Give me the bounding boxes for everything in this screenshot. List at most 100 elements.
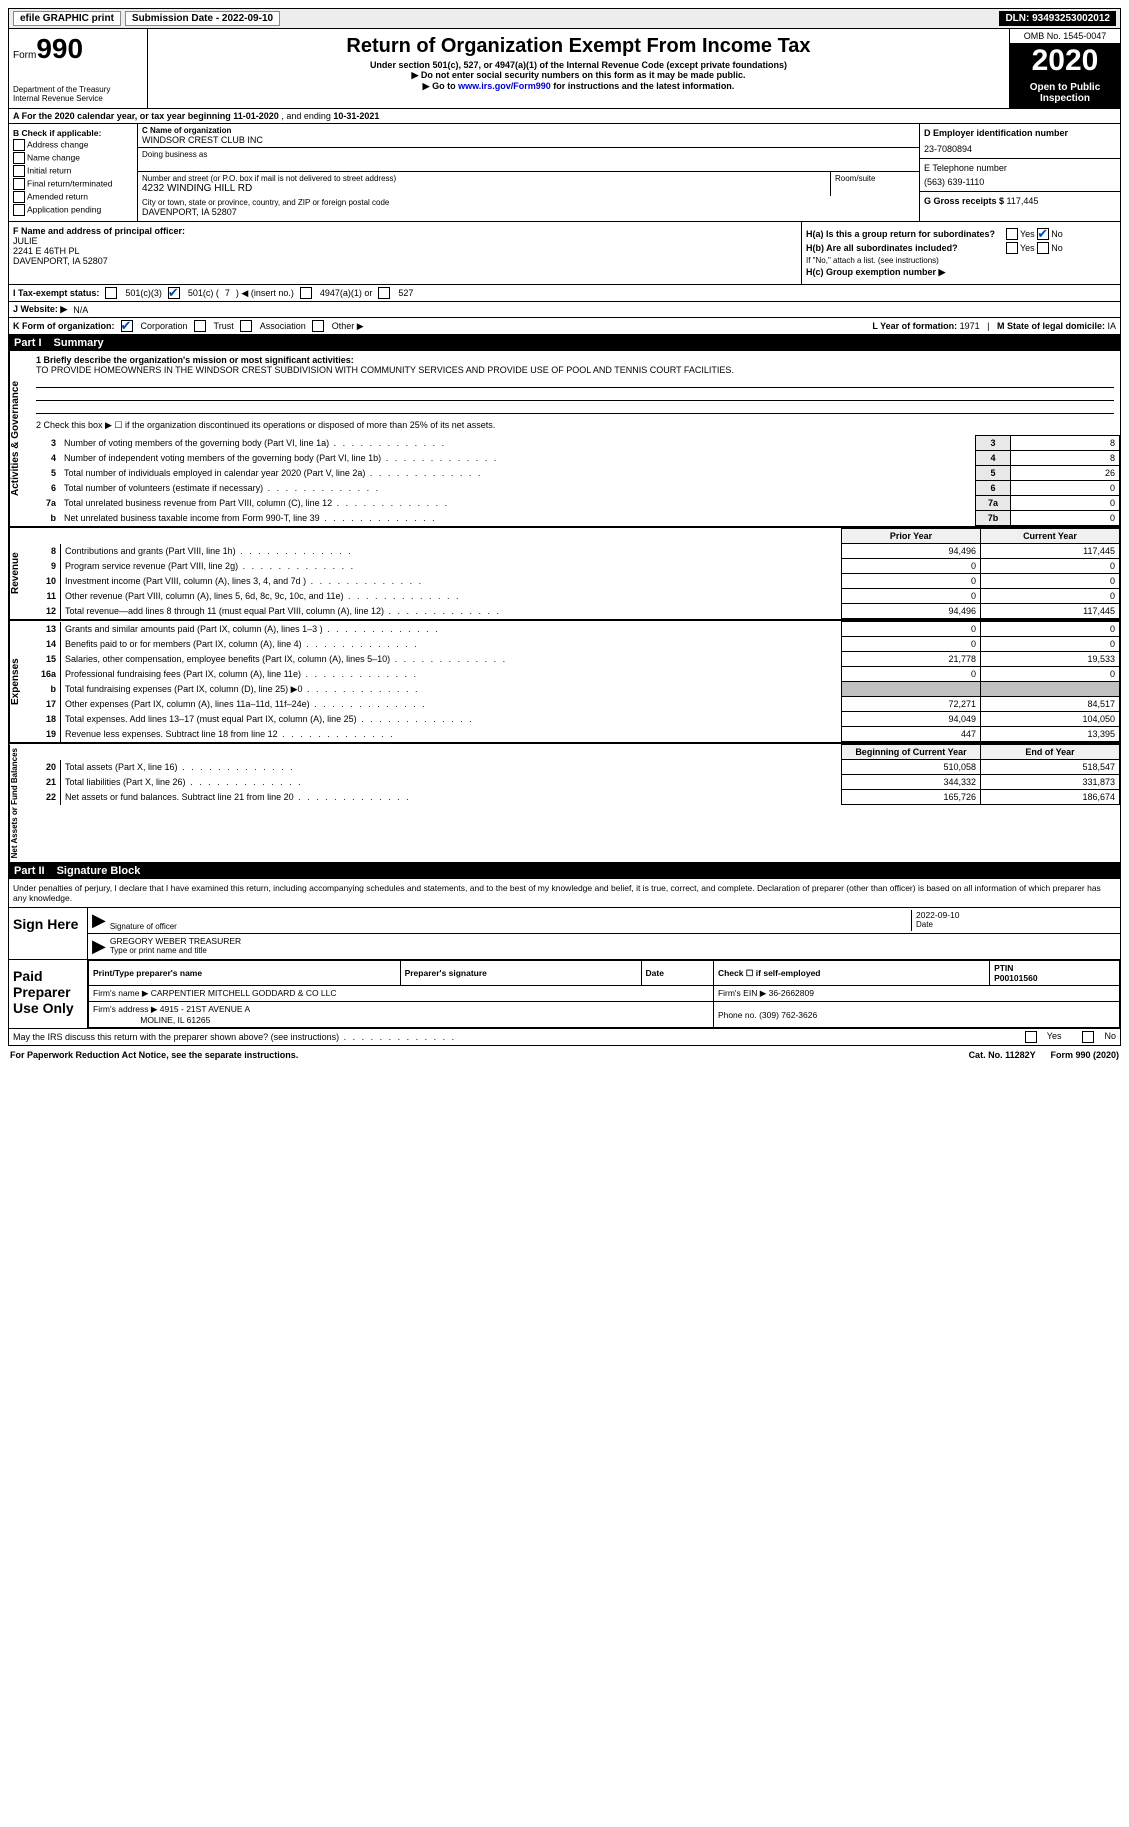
ha-no-cb[interactable]: [1037, 228, 1049, 240]
officer-name: JULIE: [13, 236, 797, 246]
discuss-yes-cb[interactable]: [1025, 1031, 1037, 1043]
cb-trust[interactable]: [194, 320, 206, 332]
dln-value: 93493253002012: [1032, 13, 1110, 24]
cb-label: Amended return: [27, 191, 88, 201]
expenses-content: 13Grants and similar amounts paid (Part …: [30, 621, 1120, 742]
col-b-checkboxes: B Check if applicable: Address change Na…: [9, 124, 138, 221]
part1-net-assets: Net Assets or Fund Balances Beginning of…: [8, 743, 1121, 863]
row-i-label: I Tax-exempt status:: [13, 288, 99, 298]
officer-label: F Name and address of principal officer:: [13, 226, 185, 236]
lbl-501c3: 501(c)(3): [125, 288, 162, 298]
dba-label: Doing business as: [142, 150, 915, 159]
declaration-text: Under penalties of perjury, I declare th…: [9, 879, 1120, 907]
discuss-no: No: [1104, 1031, 1116, 1043]
vlabel-governance: Activities & Governance: [9, 351, 30, 526]
ha-yes-cb[interactable]: [1006, 228, 1018, 240]
discuss-no-cb[interactable]: [1082, 1031, 1094, 1043]
cb-4947[interactable]: [300, 287, 312, 299]
street-label: Number and street (or P.O. box if mail i…: [142, 174, 826, 183]
cb-name-change[interactable]: Name change: [13, 152, 133, 164]
vlabel-net: Net Assets or Fund Balances: [9, 744, 30, 862]
ein-label: D Employer identification number: [924, 128, 1068, 138]
cb-final-return[interactable]: Final return/terminated: [13, 178, 133, 190]
table-row: 4Number of independent voting members of…: [30, 451, 1120, 466]
firm-phone-val: (309) 762-3626: [759, 1010, 817, 1020]
part1-header: Part I Summary: [8, 335, 1121, 351]
cb-527[interactable]: [378, 287, 390, 299]
table-row: bNet unrelated business taxable income f…: [30, 511, 1120, 526]
top-bar: efile GRAPHIC print Submission Date - 20…: [8, 8, 1121, 29]
cb-label: Address change: [27, 139, 88, 149]
table-row: 9Program service revenue (Part VIII, lin…: [30, 559, 1120, 574]
header-right: OMB No. 1545-0047 2020 Open to Public In…: [1009, 29, 1120, 108]
hb-yes-cb[interactable]: [1006, 242, 1018, 254]
row-k-label: K Form of organization:: [13, 321, 115, 331]
discuss-row: May the IRS discuss this return with the…: [8, 1029, 1121, 1046]
officer-addr1: 2241 E 46TH PL: [13, 246, 797, 256]
omb-number: OMB No. 1545-0047: [1010, 29, 1120, 44]
col-c: C Name of organization WINDSOR CREST CLU…: [138, 124, 919, 221]
ptin-val: P00101560: [994, 973, 1038, 983]
ptin-cell: PTINP00101560: [990, 961, 1120, 986]
cb-initial-return[interactable]: Initial return: [13, 165, 133, 177]
ha-yes: Yes: [1020, 229, 1035, 239]
lbl-4947: 4947(a)(1) or: [320, 288, 373, 298]
m-label: M State of legal domicile:: [997, 321, 1108, 331]
col-end: End of Year: [981, 745, 1120, 760]
cb-label: Initial return: [27, 165, 71, 175]
ein-value: 23-7080894: [924, 144, 1116, 154]
row-a-end: 10-31-2021: [333, 111, 379, 121]
sig-date-label: Date: [916, 920, 1116, 929]
phone-label: E Telephone number: [924, 163, 1116, 173]
table-row: 16aProfessional fundraising fees (Part I…: [30, 667, 1120, 682]
dln-label: DLN:: [1005, 13, 1032, 24]
row-lm: L Year of formation: 1971 | M State of l…: [872, 321, 1116, 331]
cb-other[interactable]: [312, 320, 324, 332]
form-number: Form990: [13, 33, 143, 65]
row-a-mid: , and ending: [281, 111, 333, 121]
arrow-icon: ▶: [92, 910, 106, 931]
submission-date-box: Submission Date - 2022-09-10: [125, 11, 280, 26]
lbl-assoc: Association: [260, 321, 306, 331]
cb-label: Application pending: [27, 204, 101, 214]
row-i-tax-status: I Tax-exempt status: 501(c)(3) 501(c) ( …: [8, 285, 1121, 302]
hc-label: H(c) Group exemption number ▶: [806, 267, 945, 278]
efile-print-button[interactable]: efile GRAPHIC print: [13, 11, 121, 26]
cb-amended-return[interactable]: Amended return: [13, 191, 133, 203]
cb-501c3[interactable]: [105, 287, 117, 299]
discuss-yes: Yes: [1047, 1031, 1062, 1043]
irs-link[interactable]: www.irs.gov/Form990: [458, 81, 551, 91]
sig-name-line: ▶ GREGORY WEBER TREASURER Type or print …: [88, 934, 1120, 959]
prep-name-label: Print/Type preparer's name: [89, 961, 401, 986]
revenue-content: Prior Year Current Year 8Contributions a…: [30, 528, 1120, 619]
firm-ein-val: 36-2662809: [769, 988, 814, 998]
street-value: 4232 WINDING HILL RD: [142, 183, 826, 194]
part1-tab: Part I: [14, 337, 42, 349]
firm-addr-cell: Firm's address ▶ 4915 - 21ST AVENUE A MO…: [89, 1002, 714, 1028]
subtitle-1: Under section 501(c), 527, or 4947(a)(1)…: [152, 60, 1005, 70]
cb-address-change[interactable]: Address change: [13, 139, 133, 151]
sig-officer-label: Signature of officer: [110, 922, 911, 931]
hb-no-cb[interactable]: [1037, 242, 1049, 254]
ptin-label: PTIN: [994, 963, 1013, 973]
mission-block: 1 Briefly describe the organization's mi…: [30, 351, 1120, 435]
tax-year: 2020: [1010, 44, 1120, 78]
table-row: 5Total number of individuals employed in…: [30, 466, 1120, 481]
cb-501c[interactable]: [168, 287, 180, 299]
pra-notice: For Paperwork Reduction Act Notice, see …: [10, 1050, 298, 1060]
sig-date-val: 2022-09-10: [916, 910, 1116, 920]
table-row: 21Total liabilities (Part X, line 26)344…: [30, 775, 1120, 790]
cb-corp[interactable]: [121, 320, 133, 332]
col-current: Current Year: [981, 529, 1120, 544]
row-klm: K Form of organization: Corporation Trus…: [8, 318, 1121, 335]
part2-tab: Part II: [14, 865, 45, 877]
revenue-table: Prior Year Current Year 8Contributions a…: [30, 528, 1120, 619]
m-val: IA: [1107, 321, 1116, 331]
cb-app-pending[interactable]: Application pending: [13, 204, 133, 216]
arrow-icon: ▶: [92, 936, 106, 957]
sig-name-val: GREGORY WEBER TREASURER: [110, 936, 1116, 946]
firm-name-cell: Firm's name ▶ CARPENTIER MITCHELL GODDAR…: [89, 986, 714, 1002]
cb-assoc[interactable]: [240, 320, 252, 332]
row-j-label: J Website: ▶: [13, 304, 67, 315]
table-row: 11Other revenue (Part VIII, column (A), …: [30, 589, 1120, 604]
